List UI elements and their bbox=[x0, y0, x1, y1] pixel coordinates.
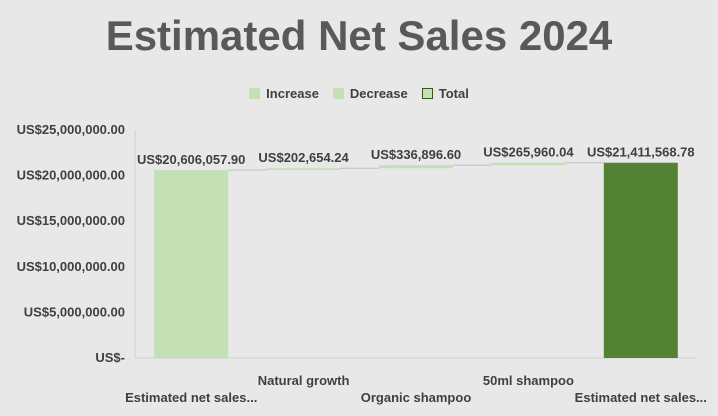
y-tick-label: US$20,000,000.00 bbox=[17, 168, 125, 183]
x-tick-label-2: Organic shampoo bbox=[361, 390, 472, 405]
legend-label-total: Total bbox=[438, 86, 469, 101]
legend-label-decrease: Decrease bbox=[349, 86, 408, 101]
legend-item-decrease: Decrease bbox=[332, 86, 408, 101]
legend: Increase Decrease Total bbox=[0, 86, 718, 101]
x-tick-label-0: Estimated net sales... bbox=[125, 390, 257, 405]
legend-label-increase: Increase bbox=[266, 86, 319, 101]
legend-item-total: Total bbox=[421, 86, 469, 101]
data-label-0: US$20,606,057.90 bbox=[137, 152, 245, 167]
chart-title: Estimated Net Sales 2024 bbox=[105, 12, 613, 59]
y-tick-label: US$5,000,000.00 bbox=[24, 304, 125, 319]
data-label-4: US$21,411,568.78 bbox=[587, 145, 695, 160]
x-tick-label-4: Estimated net sales... bbox=[575, 390, 707, 405]
y-tick-label: US$10,000,000.00 bbox=[17, 259, 125, 274]
y-tick-label: US$25,000,000.00 bbox=[17, 122, 125, 137]
bar-1 bbox=[266, 168, 341, 171]
bar-2 bbox=[379, 165, 453, 169]
data-label-2: US$336,896.60 bbox=[371, 147, 461, 162]
legend-swatch-increase bbox=[249, 88, 261, 99]
bar-3 bbox=[491, 162, 566, 166]
data-label-3: US$265,960.04 bbox=[483, 145, 574, 160]
legend-swatch-decrease bbox=[332, 88, 344, 99]
legend-swatch-total bbox=[421, 88, 433, 99]
bar-4 bbox=[603, 162, 678, 358]
y-tick-label: US$- bbox=[95, 350, 125, 365]
y-tick-label: US$15,000,000.00 bbox=[17, 213, 125, 228]
x-tick-label-1: Natural growth bbox=[258, 373, 350, 388]
x-tick-label-3: 50ml shampoo bbox=[483, 373, 574, 388]
data-label-1: US$202,654.24 bbox=[258, 150, 349, 165]
bar-0 bbox=[154, 170, 229, 358]
legend-item-increase: Increase bbox=[249, 86, 319, 101]
